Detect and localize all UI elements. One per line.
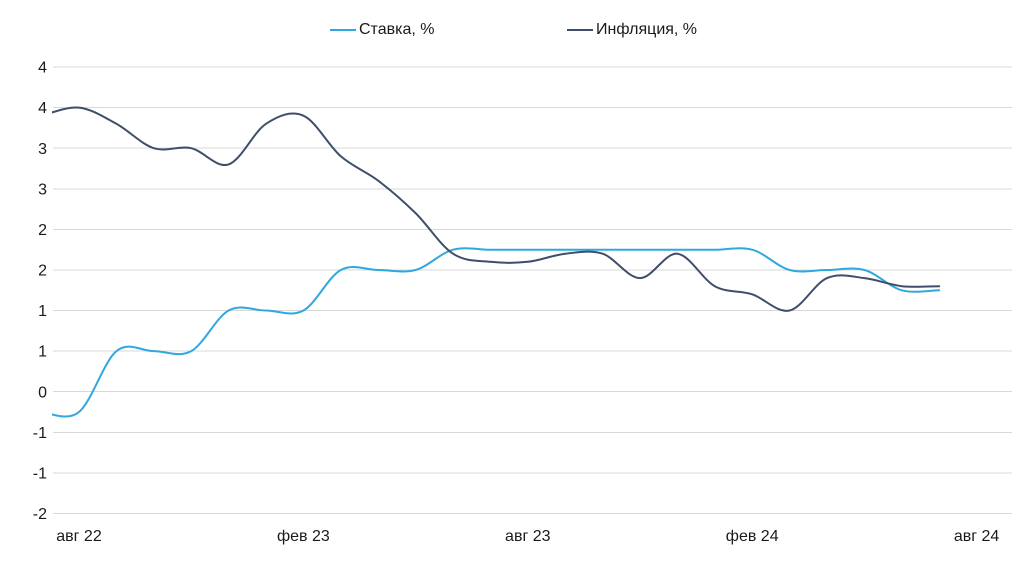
y-axis-tick-label: 4: [38, 60, 47, 77]
inflation-line: [52, 106, 941, 312]
y-axis-tick-label: 3: [38, 141, 47, 158]
rate-line-swatch: [330, 29, 356, 31]
y-axis-tick-label: -2: [33, 506, 47, 523]
legend-label-inflation: Инфляция, %: [596, 21, 698, 38]
chart-legend: Ставка, % Инфляция, %: [0, 0, 1024, 46]
y-axis-tick-label: 1: [38, 303, 47, 320]
y-axis-tick-label: 1: [38, 344, 47, 361]
y-axis-tick-label: -1: [33, 466, 47, 483]
y-axis-tick-label: 0: [38, 384, 47, 401]
y-axis-tick-label: 2: [38, 263, 47, 280]
y-axis-tick-label: -1: [33, 425, 47, 442]
y-axis-tick-label: 2: [38, 222, 47, 239]
x-axis-tick-label: авг 24: [954, 528, 1000, 545]
legend-label-rate: Ставка, %: [359, 21, 435, 38]
rate-line: [52, 247, 941, 418]
legend-item-rate: Ставка, %: [330, 21, 434, 39]
x-axis-tick-label: фев 23: [277, 528, 330, 545]
legend-item-inflation: Инфляция, %: [567, 21, 697, 39]
x-axis-tick-label: авг 23: [505, 528, 551, 545]
y-axis-tick-label: 3: [38, 181, 47, 198]
x-axis-tick-label: фев 24: [726, 528, 779, 545]
x-axis-tick-label: авг 22: [56, 528, 102, 545]
inflation-line-swatch: [567, 29, 593, 31]
y-axis-tick-label: 4: [38, 100, 47, 117]
